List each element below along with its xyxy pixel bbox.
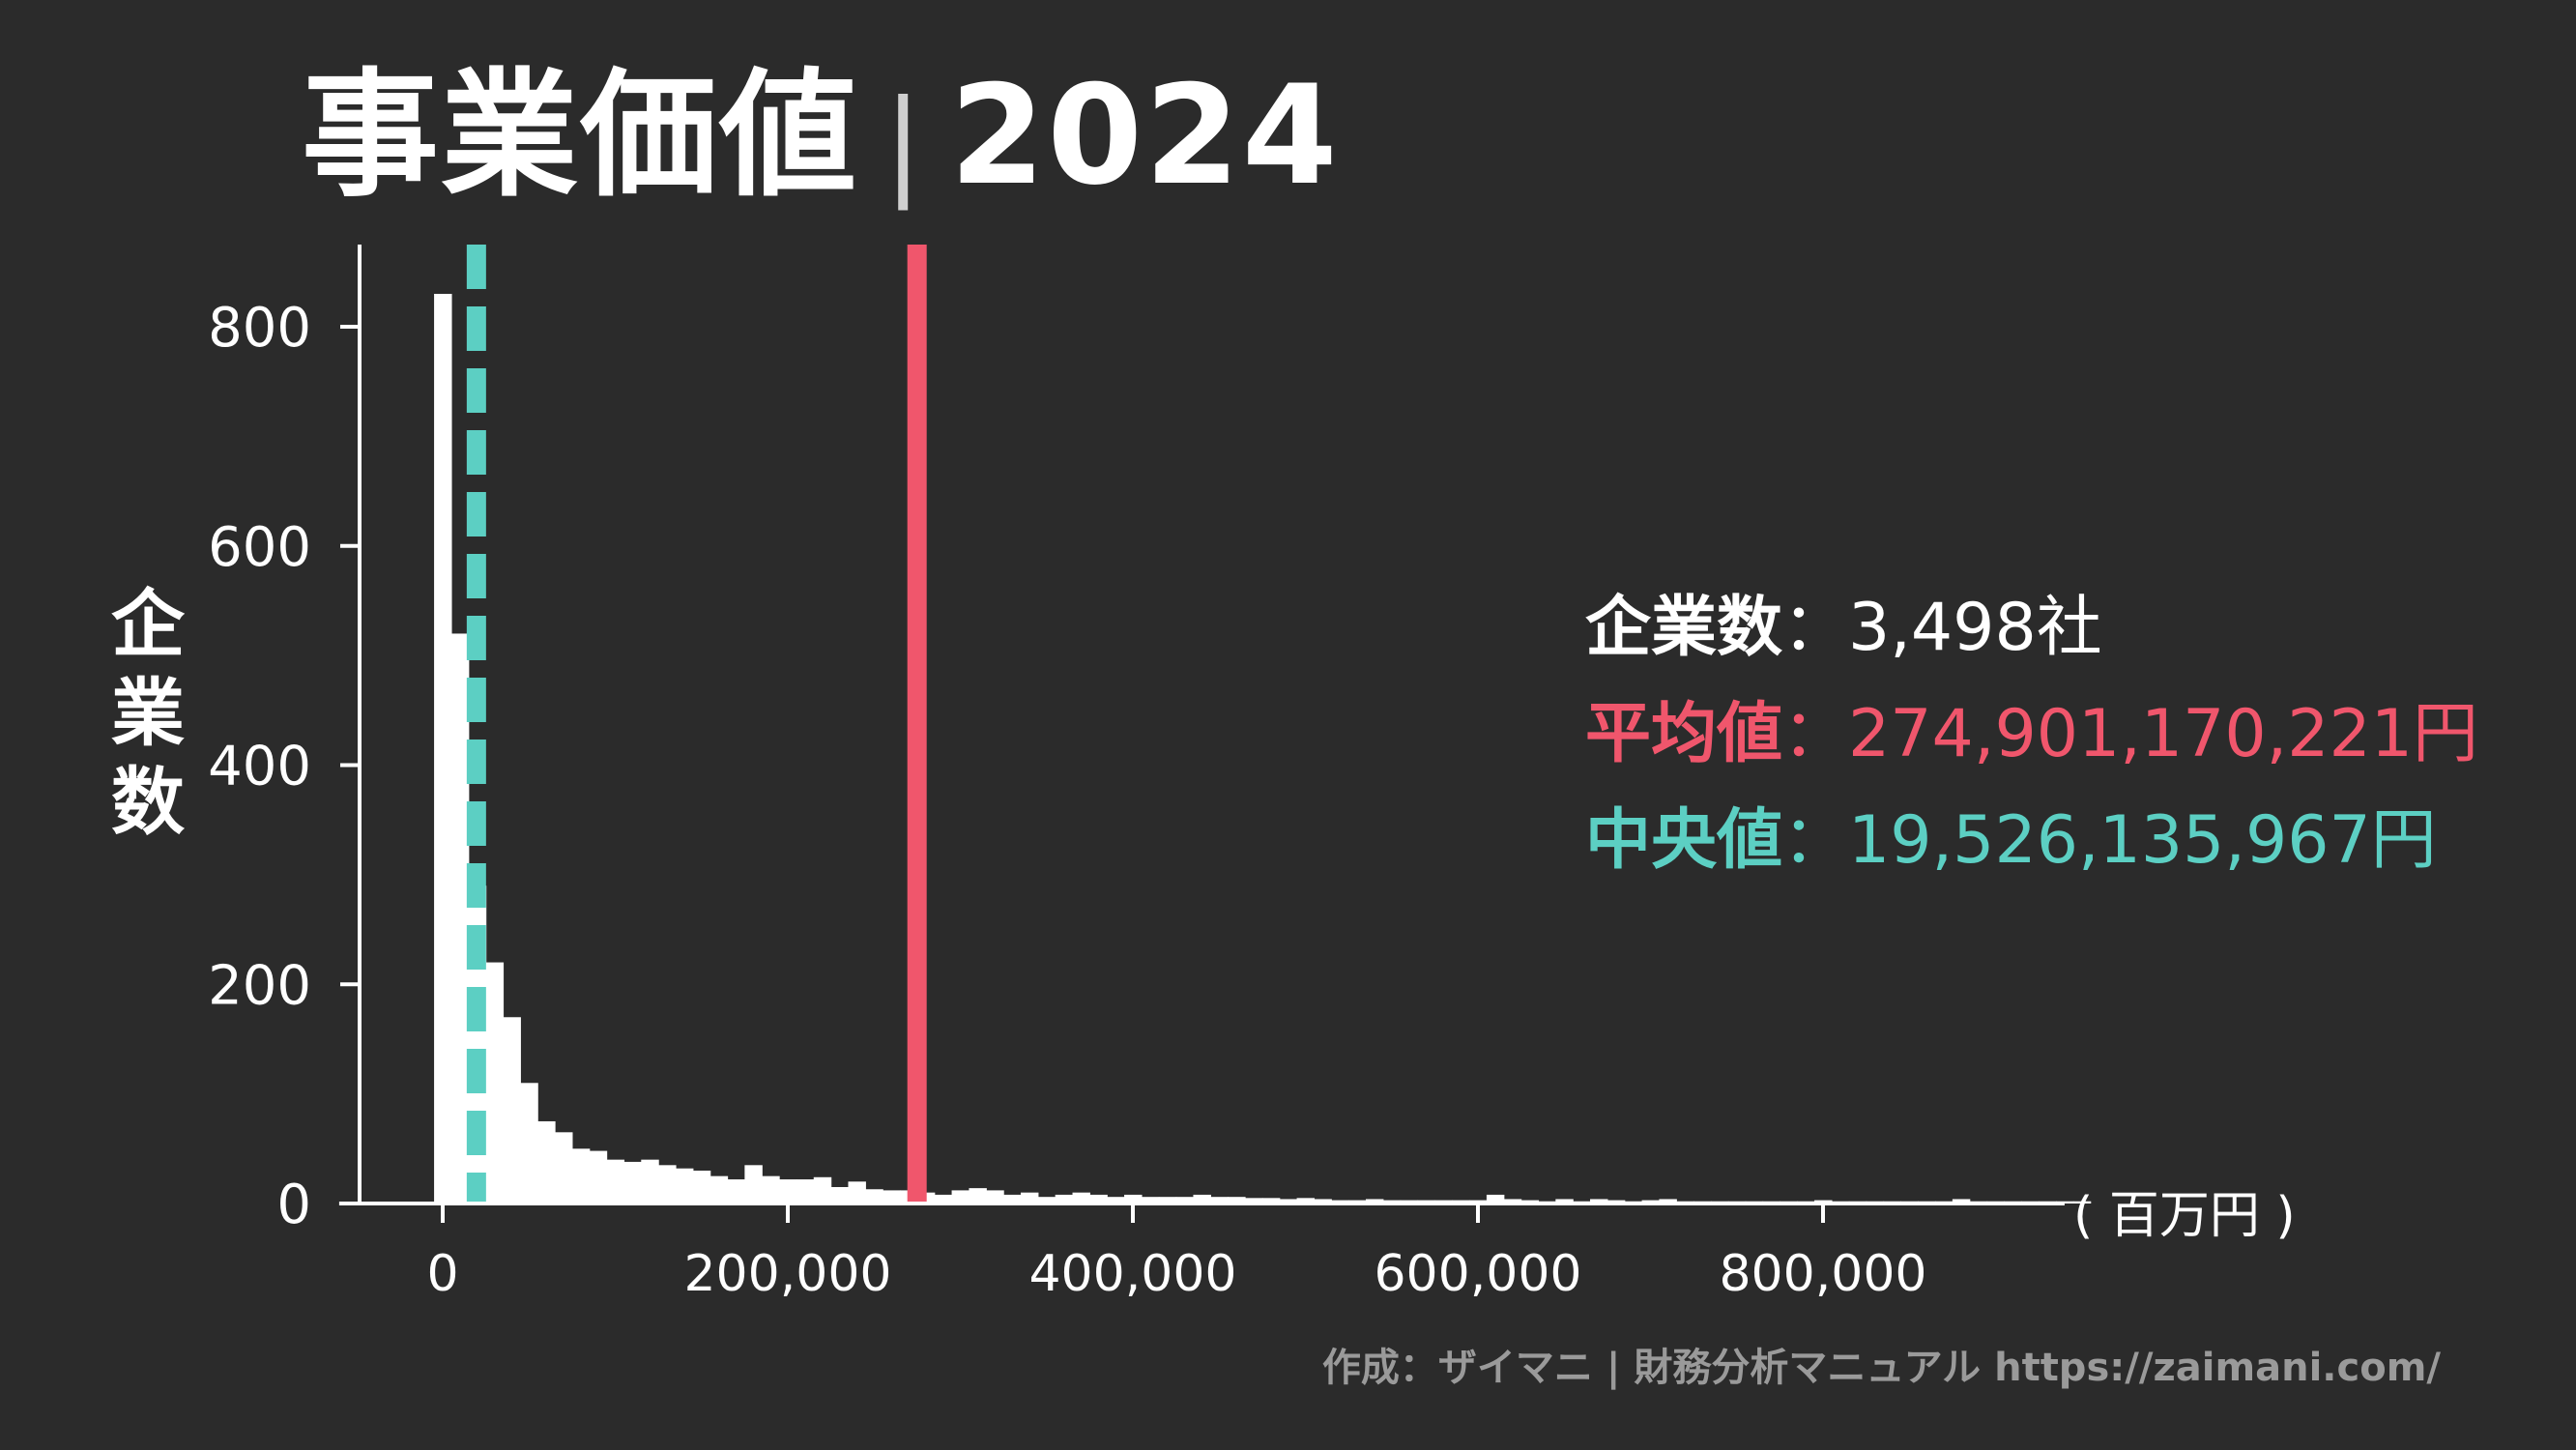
y-tick-label: 600 bbox=[208, 516, 311, 579]
histogram-bar bbox=[709, 1175, 729, 1204]
x-tick-label: 800,000 bbox=[1719, 1245, 1926, 1303]
histogram-bar bbox=[951, 1190, 970, 1204]
title-main: 事業価値 bbox=[302, 56, 858, 216]
histogram-bar bbox=[537, 1120, 556, 1204]
histogram-bar bbox=[1003, 1194, 1022, 1204]
stat-count-label: 企業数 bbox=[1585, 590, 1783, 666]
title-separator: | bbox=[883, 76, 925, 211]
histogram-bar bbox=[1228, 1197, 1246, 1204]
y-tick-label: 0 bbox=[276, 1174, 311, 1236]
histogram-bar bbox=[1037, 1197, 1056, 1204]
histogram-bar bbox=[503, 1017, 521, 1204]
stat-mean: 平均値：274,901,170,221円 bbox=[1585, 682, 2478, 788]
stat-median-label: 中央値 bbox=[1585, 802, 1783, 879]
histogram-bar bbox=[1072, 1192, 1090, 1204]
histogram-bar bbox=[934, 1194, 953, 1204]
histogram-bar bbox=[779, 1179, 797, 1204]
histogram-bar bbox=[1107, 1197, 1125, 1204]
y-tick-label: 200 bbox=[208, 954, 311, 1017]
histogram-bar bbox=[744, 1165, 763, 1204]
x-tick-label: 400,000 bbox=[1028, 1245, 1236, 1303]
histogram-bar bbox=[865, 1189, 883, 1204]
histogram-bar bbox=[848, 1181, 866, 1204]
histogram-bar bbox=[1175, 1197, 1195, 1204]
histogram-bar bbox=[1089, 1194, 1108, 1204]
stat-mean-label: 平均値 bbox=[1585, 696, 1783, 772]
histogram-bar bbox=[1141, 1197, 1160, 1204]
histogram-bar bbox=[1590, 1199, 1608, 1204]
histogram-bar bbox=[485, 962, 505, 1204]
stat-mean-value: 274,901,170,221円 bbox=[1848, 696, 2479, 772]
histogram-bar bbox=[883, 1190, 901, 1204]
histogram-bar bbox=[1952, 1199, 1971, 1204]
histogram-bar bbox=[520, 1083, 538, 1204]
histogram-bar bbox=[555, 1132, 573, 1204]
x-tick-label: 0 bbox=[426, 1245, 458, 1303]
y-tick-label: 400 bbox=[208, 736, 311, 798]
histogram-bar bbox=[1503, 1199, 1522, 1204]
x-tick-label: 600,000 bbox=[1374, 1245, 1581, 1303]
histogram-bar bbox=[434, 293, 452, 1204]
credit-text: 作成：ザイマニ | 財務分析マニュアル https://zaimani.com/ bbox=[1321, 1346, 2441, 1390]
y-axis-label-char: 数 bbox=[111, 759, 185, 845]
histogram-bar bbox=[1261, 1198, 1281, 1204]
stat-count-sep: ： bbox=[1782, 590, 1849, 666]
axes: 0 200 400 600 800 0 200,000 400,000 600,000 800,0… bbox=[208, 245, 2065, 1303]
histogram-bar bbox=[2055, 1201, 2074, 1204]
stat-count: 企業数：3,498社 bbox=[1585, 575, 2478, 682]
x-tick-label: 200,000 bbox=[683, 1245, 891, 1303]
histogram-bar bbox=[813, 1176, 832, 1204]
histogram-bar bbox=[675, 1168, 694, 1204]
histogram-bar bbox=[986, 1190, 1004, 1204]
histogram-bar bbox=[606, 1159, 625, 1204]
histogram-bar bbox=[1210, 1197, 1229, 1204]
histogram-bar bbox=[1055, 1194, 1074, 1204]
histogram-bar bbox=[1659, 1199, 1677, 1204]
title-year: 2024 bbox=[949, 56, 1340, 216]
stat-mean-sep: ： bbox=[1782, 696, 1849, 772]
histogram-bar bbox=[1296, 1198, 1316, 1204]
y-axis-label-char: 業 bbox=[111, 670, 185, 756]
histogram-bar bbox=[692, 1170, 711, 1204]
histogram-bar bbox=[1279, 1199, 1298, 1204]
reference-lines bbox=[466, 245, 927, 1204]
histogram-bar bbox=[1245, 1198, 1263, 1204]
histogram-bar bbox=[450, 633, 470, 1204]
histogram-bar bbox=[1314, 1199, 1332, 1204]
y-axis-label: 企 業 数 bbox=[104, 580, 191, 847]
histogram-bar bbox=[658, 1165, 677, 1204]
histogram-bar bbox=[1193, 1194, 1211, 1204]
histogram-bar bbox=[623, 1161, 642, 1204]
x-axis-unit-label: ( 百万円 ) bbox=[2073, 1187, 2296, 1245]
stats-annotation: 企業数：3,498社 平均値：274,901,170,221円 中央値：19,5… bbox=[1585, 575, 2478, 894]
stat-median-sep: ： bbox=[1782, 802, 1849, 879]
histogram-bar bbox=[727, 1179, 745, 1204]
chart-title: 事業価値 | 2024 bbox=[302, 68, 1340, 205]
histogram-bar bbox=[589, 1150, 608, 1204]
histogram-bar bbox=[796, 1179, 815, 1204]
histogram-bar bbox=[1486, 1194, 1505, 1204]
histogram-bar bbox=[1158, 1197, 1177, 1204]
histogram-bar bbox=[969, 1188, 987, 1204]
histogram-bar bbox=[1555, 1199, 1574, 1204]
y-tick-label: 800 bbox=[208, 297, 311, 360]
histogram-bar bbox=[1020, 1192, 1039, 1204]
stat-median: 中央値：19,526,135,967円 bbox=[1585, 788, 2478, 894]
stat-median-value: 19,526,135,967円 bbox=[1848, 802, 2437, 879]
histogram-bar bbox=[830, 1186, 850, 1204]
y-axis-label-char: 企 bbox=[111, 581, 185, 667]
histogram-bar bbox=[2072, 1201, 2092, 1204]
histogram-bar bbox=[571, 1148, 591, 1204]
stat-count-value: 3,498社 bbox=[1848, 590, 2102, 666]
histogram-bar bbox=[641, 1159, 659, 1204]
histogram-bar bbox=[1365, 1199, 1384, 1204]
histogram-bar bbox=[762, 1175, 780, 1204]
histogram-bar bbox=[1124, 1194, 1143, 1204]
